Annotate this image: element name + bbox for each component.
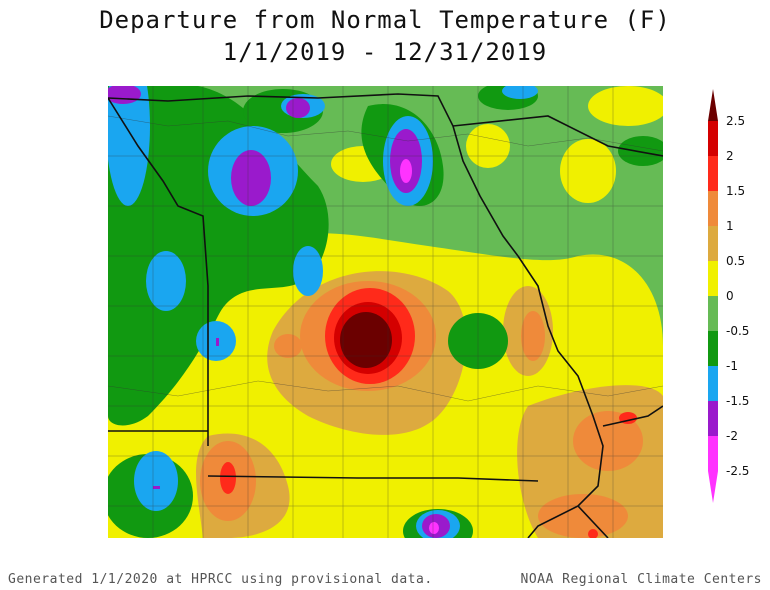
contour-purple	[108, 86, 450, 538]
legend-swatch	[708, 296, 718, 331]
legend-label: 0.5	[726, 254, 745, 268]
contour-magenta-south	[429, 522, 439, 534]
legend-swatch	[708, 331, 718, 366]
legend-swatch	[708, 366, 718, 401]
legend-swatch	[708, 226, 718, 261]
map-svg	[108, 86, 663, 538]
legend-label: -1	[726, 359, 738, 373]
map-title: Departure from Normal Temperature (F)	[99, 6, 671, 34]
legend-label: -2.5	[726, 464, 749, 478]
legend-arrow-top	[708, 89, 718, 121]
legend-swatch	[708, 401, 718, 436]
contour-magenta	[400, 159, 412, 183]
legend-svg: 2.5 2 1.5 1 0.5 0 -0.5 -1 -1.5 -2 -2.5	[708, 89, 749, 503]
footer-credit: Generated 1/1/2020 at HPRCC using provis…	[8, 572, 433, 587]
footer-source: NOAA Regional Climate Centers	[520, 572, 762, 587]
legend-label: 1	[726, 219, 734, 233]
legend-label: 2.5	[726, 114, 745, 128]
legend-swatch	[708, 191, 718, 226]
legend-swatch	[708, 156, 718, 191]
state-boundaries	[108, 93, 663, 538]
county-boundaries	[108, 86, 663, 538]
legend-label: 0	[726, 289, 734, 303]
legend-swatch	[708, 261, 718, 296]
legend-label: -0.5	[726, 324, 749, 338]
legend-label: 1.5	[726, 184, 745, 198]
color-legend: 2.5 2 1.5 1 0.5 0 -0.5 -1 -1.5 -2 -2.5	[700, 86, 770, 506]
legend-label: 2	[726, 149, 734, 163]
temperature-departure-map	[108, 86, 663, 538]
date-range: 1/1/2019 - 12/31/2019	[222, 38, 548, 66]
contour-maroon	[340, 312, 392, 368]
legend-label: -1.5	[726, 394, 749, 408]
legend-swatch	[708, 121, 718, 156]
legend-label: -2	[726, 429, 738, 443]
legend-arrow-bottom	[708, 471, 718, 503]
legend-swatch	[708, 436, 718, 471]
